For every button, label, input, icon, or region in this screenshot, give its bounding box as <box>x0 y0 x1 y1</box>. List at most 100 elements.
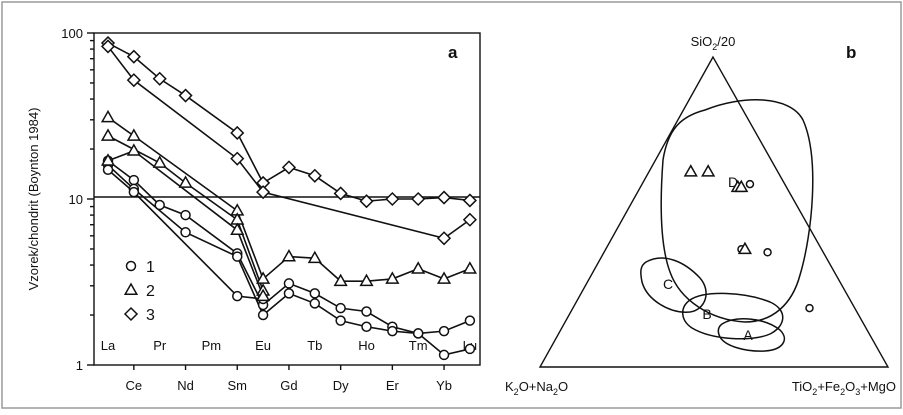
x-tick-label: La <box>101 338 116 353</box>
data-point-triangle <box>126 143 141 156</box>
field-a-label: A <box>743 327 753 343</box>
legend: 1 2 3 <box>123 259 155 324</box>
ternary-point-triangle <box>737 241 753 255</box>
data-point-diamond <box>462 212 477 227</box>
data-point-triangle <box>281 249 297 262</box>
ternary-point-triangle <box>701 164 716 177</box>
ternary-point-circle <box>745 179 755 189</box>
field-d-outline <box>660 99 814 323</box>
data-point-circle <box>464 315 476 326</box>
data-point-circle <box>257 309 269 321</box>
data-point-circle <box>361 306 372 317</box>
data-point-diamond <box>178 88 193 103</box>
data-point-circle <box>387 325 398 337</box>
data-point-diamond <box>230 125 245 141</box>
series-group <box>100 35 477 361</box>
x-tick-label: Pr <box>153 338 167 353</box>
series-line <box>107 149 264 297</box>
apex-label-bottom-left: K2O+Na2O <box>505 379 568 397</box>
field-b-outline <box>682 292 784 340</box>
x-tick-label: Ho <box>358 338 375 353</box>
apex-label-bottom-right: TiO2+Fe2O3+MgO <box>792 379 896 397</box>
panel-b-ternary-diagram: b SiO2/20 K2O+Na2O TiO2+Fe2O3+MgO D C B … <box>505 34 896 397</box>
data-point-triangle <box>256 288 271 302</box>
x-tick-label: Dy <box>333 378 349 393</box>
field-a-outline <box>717 318 786 352</box>
ternary-point-circle <box>805 303 814 313</box>
panel-a-spider-diagram: a Vzorek/chondrit (Boynton 1984) 110100 … <box>26 26 481 393</box>
data-point-circle <box>232 290 243 302</box>
data-point-triangle <box>333 273 348 287</box>
panel-a-label: a <box>448 43 458 62</box>
field-b-label: B <box>702 306 711 322</box>
data-point-triangle <box>100 153 116 166</box>
data-point-triangle <box>230 222 245 236</box>
x-tick-label: Yb <box>436 378 452 393</box>
data-point-triangle <box>256 271 271 284</box>
data-point-circle <box>438 325 450 337</box>
ternary-point-triangle <box>734 179 749 193</box>
x-tick-label: Gd <box>280 378 297 393</box>
data-point-circle <box>180 227 191 238</box>
ternary-points <box>683 164 814 313</box>
data-point-circle <box>154 199 165 211</box>
data-point-diamond <box>385 191 400 207</box>
data-point-circle <box>232 251 243 262</box>
data-point-circle <box>102 164 114 176</box>
data-point-circle <box>438 349 450 361</box>
data-point-diamond <box>100 39 116 54</box>
field-c-label: C <box>663 276 673 292</box>
data-point-diamond <box>411 191 426 207</box>
data-point-diamond <box>436 231 452 246</box>
data-point-triangle <box>126 128 141 141</box>
x-tick-label: Sm <box>228 378 248 393</box>
data-point-triangle <box>385 271 400 284</box>
data-point-triangle <box>436 271 452 284</box>
data-point-triangle <box>178 175 193 188</box>
x-tick-labels: LaCePrNdPmSmEuGdTbDyHoErTmYbLu <box>101 338 477 393</box>
data-point-triangle <box>359 273 374 287</box>
x-tick-label: Nd <box>177 378 194 393</box>
data-point-diamond <box>126 49 141 64</box>
data-point-circle <box>128 174 140 186</box>
x-tick-label: Pm <box>202 338 222 353</box>
legend-marker-triangle <box>123 282 139 295</box>
data-point-triangle <box>100 109 116 123</box>
data-point-triangle <box>152 155 167 168</box>
data-point-circle <box>309 298 321 309</box>
panel-b-label: b <box>846 43 856 62</box>
y-tick-label: 10 <box>69 192 83 207</box>
ternary-point-triangle <box>683 164 698 177</box>
x-tick-label: Tb <box>307 338 322 353</box>
legend-label: 2 <box>146 283 155 300</box>
data-point-circle <box>283 288 295 299</box>
data-point-diamond <box>256 185 271 200</box>
data-point-circle <box>464 343 476 355</box>
data-point-circle <box>335 302 346 314</box>
series-line <box>107 45 471 240</box>
legend-label: 1 <box>146 259 155 276</box>
data-point-diamond <box>333 186 348 201</box>
data-point-circle <box>335 315 346 326</box>
data-point-circle <box>361 321 372 332</box>
data-point-circle <box>412 328 424 339</box>
y-tick-label: 100 <box>61 26 83 41</box>
series-line <box>107 169 264 300</box>
legend-label: 3 <box>146 307 155 324</box>
data-point-diamond <box>126 73 141 88</box>
data-point-circle <box>128 186 140 198</box>
data-point-circle <box>180 209 191 221</box>
data-point-triangle <box>307 250 322 264</box>
legend-marker-circle <box>125 260 137 272</box>
data-point-diamond <box>152 71 167 86</box>
y-ticks: 1 10 100 <box>61 26 94 373</box>
data-point-diamond <box>359 194 374 209</box>
field-c-outline <box>640 257 707 313</box>
x-tick-label: Tm <box>409 338 428 353</box>
x-tick-label: Er <box>386 378 400 393</box>
data-point-diamond <box>462 193 477 208</box>
x-tick-label: Eu <box>255 338 271 353</box>
ternary-triangle <box>538 55 890 368</box>
